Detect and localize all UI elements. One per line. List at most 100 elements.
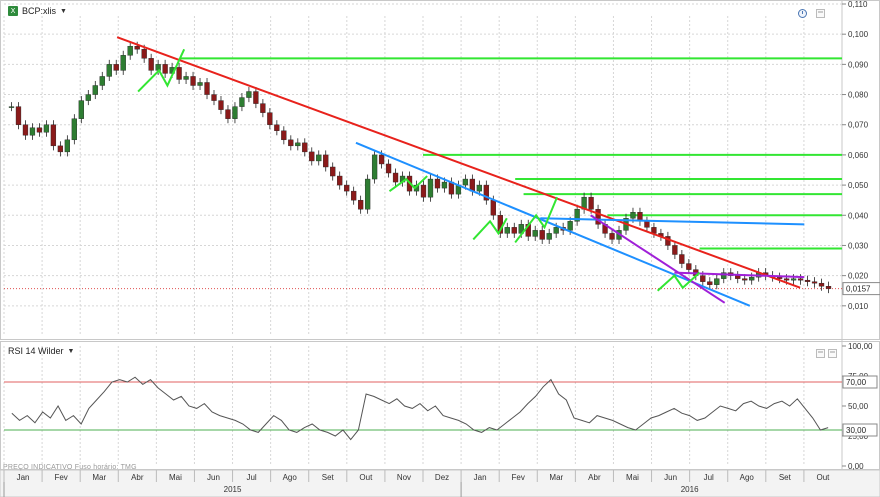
month-label: Jun <box>207 473 220 482</box>
chart-header: X BCP:xlis ▼ <box>8 6 67 16</box>
candle-body <box>211 94 217 101</box>
window-icon[interactable] <box>816 9 825 18</box>
month-label: Jan <box>474 473 487 482</box>
candle-body <box>358 199 364 210</box>
candle-body <box>274 124 280 131</box>
rsi-header: RSI 14 Wilder ▼ <box>8 346 74 356</box>
month-label: Jan <box>17 473 30 482</box>
candle-body <box>441 181 448 189</box>
candle-body <box>260 103 266 113</box>
candle-body <box>176 67 182 80</box>
candle-body <box>476 184 483 192</box>
candle-body <box>825 286 832 289</box>
candle-body <box>427 178 434 198</box>
rsi-overbought-label: 70,00 <box>846 378 867 387</box>
candle-body <box>462 178 469 186</box>
candle-body <box>302 142 308 153</box>
green-zigzag <box>514 196 559 244</box>
candle-body <box>420 184 427 198</box>
rsi-line <box>11 376 829 441</box>
candle-body <box>218 100 224 110</box>
candle-body <box>588 196 594 210</box>
month-label: Fev <box>54 473 67 482</box>
candle-body <box>337 175 343 186</box>
candle-body <box>609 233 615 240</box>
candle-body <box>392 172 399 183</box>
instrument-name[interactable]: BCP:xlis <box>22 6 57 16</box>
candle-body <box>679 254 685 264</box>
chevron-down-icon[interactable]: ▼ <box>60 7 67 15</box>
candle-body <box>78 100 84 119</box>
candle-body <box>504 227 510 234</box>
candle-body <box>162 64 168 74</box>
rsi-panel-frame <box>0 341 880 470</box>
candle-body <box>85 94 91 101</box>
candle-body <box>64 139 71 153</box>
excel-icon[interactable]: X <box>8 6 18 16</box>
rsi-tick-label: 0,00 <box>848 462 864 471</box>
price-tick-label: 0,040 <box>848 211 869 220</box>
candle-body <box>511 227 517 234</box>
candle-body <box>267 112 273 125</box>
month-label: Nov <box>397 473 411 482</box>
footer-note: PREÇO INDICATIVO Fuso horário: TMG <box>3 464 137 471</box>
clock-icon[interactable] <box>798 9 807 18</box>
year-label: 2016 <box>681 485 699 494</box>
month-label: Jul <box>704 473 714 482</box>
candle-body <box>197 82 203 86</box>
candle-body <box>134 46 140 50</box>
month-label: Dez <box>435 473 449 482</box>
rsi-tick-label: 100,00 <box>848 342 873 351</box>
candle-body <box>141 49 147 59</box>
candle-body <box>811 281 818 284</box>
month-label: Abr <box>131 473 144 482</box>
rsi-oversold-label-box <box>842 423 878 437</box>
green-zigzag <box>472 217 508 241</box>
candle-body <box>742 278 748 281</box>
month-label: Ago <box>283 473 298 482</box>
window-icon[interactable] <box>816 349 825 358</box>
candle-body <box>672 245 678 255</box>
last-price-box <box>842 282 880 296</box>
candle-body <box>714 278 720 285</box>
rsi-oversold-label: 30,00 <box>846 426 867 435</box>
candle-body <box>8 106 15 108</box>
candle-body <box>316 154 322 162</box>
green-zigzag <box>137 48 186 93</box>
candle-body <box>630 212 636 219</box>
green-zigzag <box>656 271 701 292</box>
chevron-down-icon[interactable]: ▼ <box>67 347 75 355</box>
price-tick-label: 0,090 <box>848 60 869 69</box>
month-label: Set <box>779 473 792 482</box>
candle-body <box>281 130 287 141</box>
candle-body <box>490 199 496 216</box>
rsi-title[interactable]: RSI 14 Wilder <box>8 346 64 356</box>
candle-body <box>106 64 112 77</box>
candle-body <box>239 97 245 107</box>
red-trendline <box>116 36 801 289</box>
candle-body <box>790 278 797 281</box>
candle-body <box>686 263 692 270</box>
candle-body <box>818 282 825 287</box>
candle-body <box>735 275 741 279</box>
month-label: Fev <box>512 473 525 482</box>
candle-body <box>190 76 196 86</box>
rsi-overbought-label-box <box>842 375 878 389</box>
price-tick-label: 0,080 <box>848 91 869 100</box>
close-icon[interactable] <box>828 349 837 358</box>
candle-body <box>721 272 727 279</box>
green-zigzag <box>388 175 428 192</box>
candle-body <box>92 85 98 95</box>
candle-body <box>36 127 43 133</box>
month-label: Out <box>817 473 831 482</box>
candle-body <box>253 91 259 104</box>
price-tick-label: 0,110 <box>848 0 868 9</box>
candle-body <box>595 209 601 225</box>
candle-body <box>546 233 552 240</box>
candle-body <box>776 276 783 279</box>
candle-body <box>246 91 252 98</box>
purple-trendline <box>674 271 805 279</box>
month-label: Mai <box>626 473 639 482</box>
month-label: Jun <box>664 473 677 482</box>
